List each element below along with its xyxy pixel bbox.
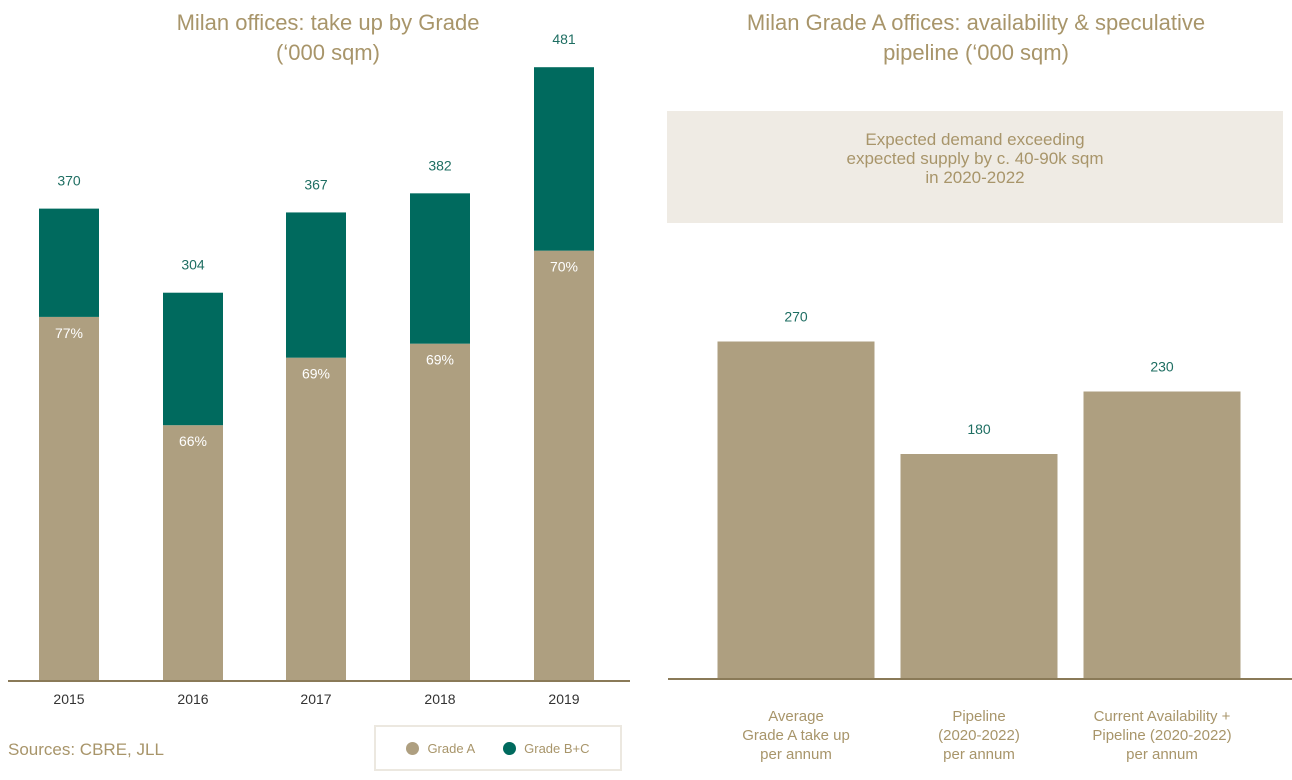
grade-bc-swatch-icon — [503, 741, 517, 755]
bar-value — [1083, 391, 1241, 679]
bar-grade-bc — [163, 292, 223, 426]
x-tick-label: 2015 — [53, 691, 84, 707]
bar-value-label: 180 — [967, 421, 991, 437]
x-tick-label: 2018 — [424, 691, 455, 707]
total-value-label: 382 — [428, 157, 452, 173]
bar-grade-bc — [534, 67, 594, 251]
bar-grade-a — [286, 357, 346, 680]
bar-grade-a — [39, 316, 99, 680]
legend-item-grade-bc: Grade B+C — [503, 740, 590, 756]
bar-grade-bc — [410, 193, 470, 344]
x-tick-label: 2017 — [300, 691, 331, 707]
grade-a-swatch-icon — [406, 741, 420, 755]
x-tick-label: 2019 — [548, 691, 579, 707]
bar-value-label: 230 — [1150, 359, 1174, 375]
category-label: Current Availability + Pipeline (2020-20… — [1092, 708, 1232, 763]
bar-value-label: 270 — [784, 309, 808, 325]
bar-grade-bc — [286, 212, 346, 358]
category-label: Average Grade A take up per annum — [742, 708, 850, 763]
grade-a-share-label: 77% — [55, 325, 83, 341]
total-value-label: 367 — [304, 176, 328, 192]
category-label: Pipeline (2020-2022) per annum — [938, 708, 1020, 763]
left-chart-title: Milan offices: take up by Grade (‘000 sq… — [176, 10, 480, 65]
bar-grade-a — [534, 250, 594, 681]
legend-item-grade-a: Grade A — [406, 741, 475, 756]
bar-grade-a — [410, 343, 470, 680]
right-chart-title: Milan Grade A offices: availability & sp… — [746, 10, 1206, 65]
legend: Grade A Grade B+C — [374, 725, 622, 771]
availability-pipeline-bar-chart: 270 180 230 — [668, 309, 1292, 680]
grade-a-share-label: 69% — [302, 366, 330, 382]
total-value-label: 481 — [552, 31, 576, 47]
legend-label-grade-a: Grade A — [427, 740, 476, 756]
grade-a-share-label: 69% — [426, 352, 454, 368]
x-tick-label: 2016 — [177, 691, 208, 707]
bar-value — [717, 341, 875, 679]
supply-demand-callout: Expected demand exceeding expected suppl… — [667, 111, 1283, 223]
sources-note: Sources: CBRE, JLL — [8, 740, 164, 759]
bar-grade-a — [163, 425, 223, 680]
grade-a-share-label: 70% — [550, 259, 578, 275]
total-value-label: 304 — [181, 257, 205, 273]
bar-value — [900, 454, 1058, 679]
legend-label-grade-bc: Grade B+C — [524, 740, 590, 756]
take-up-stacked-bar-chart: 77% 370 2015 66% 304 2016 69% 367 2017 69% 382 2018… — [8, 31, 630, 707]
grade-a-share-label: 66% — [179, 433, 207, 449]
total-value-label: 370 — [57, 173, 81, 189]
bar-grade-bc — [39, 208, 99, 317]
